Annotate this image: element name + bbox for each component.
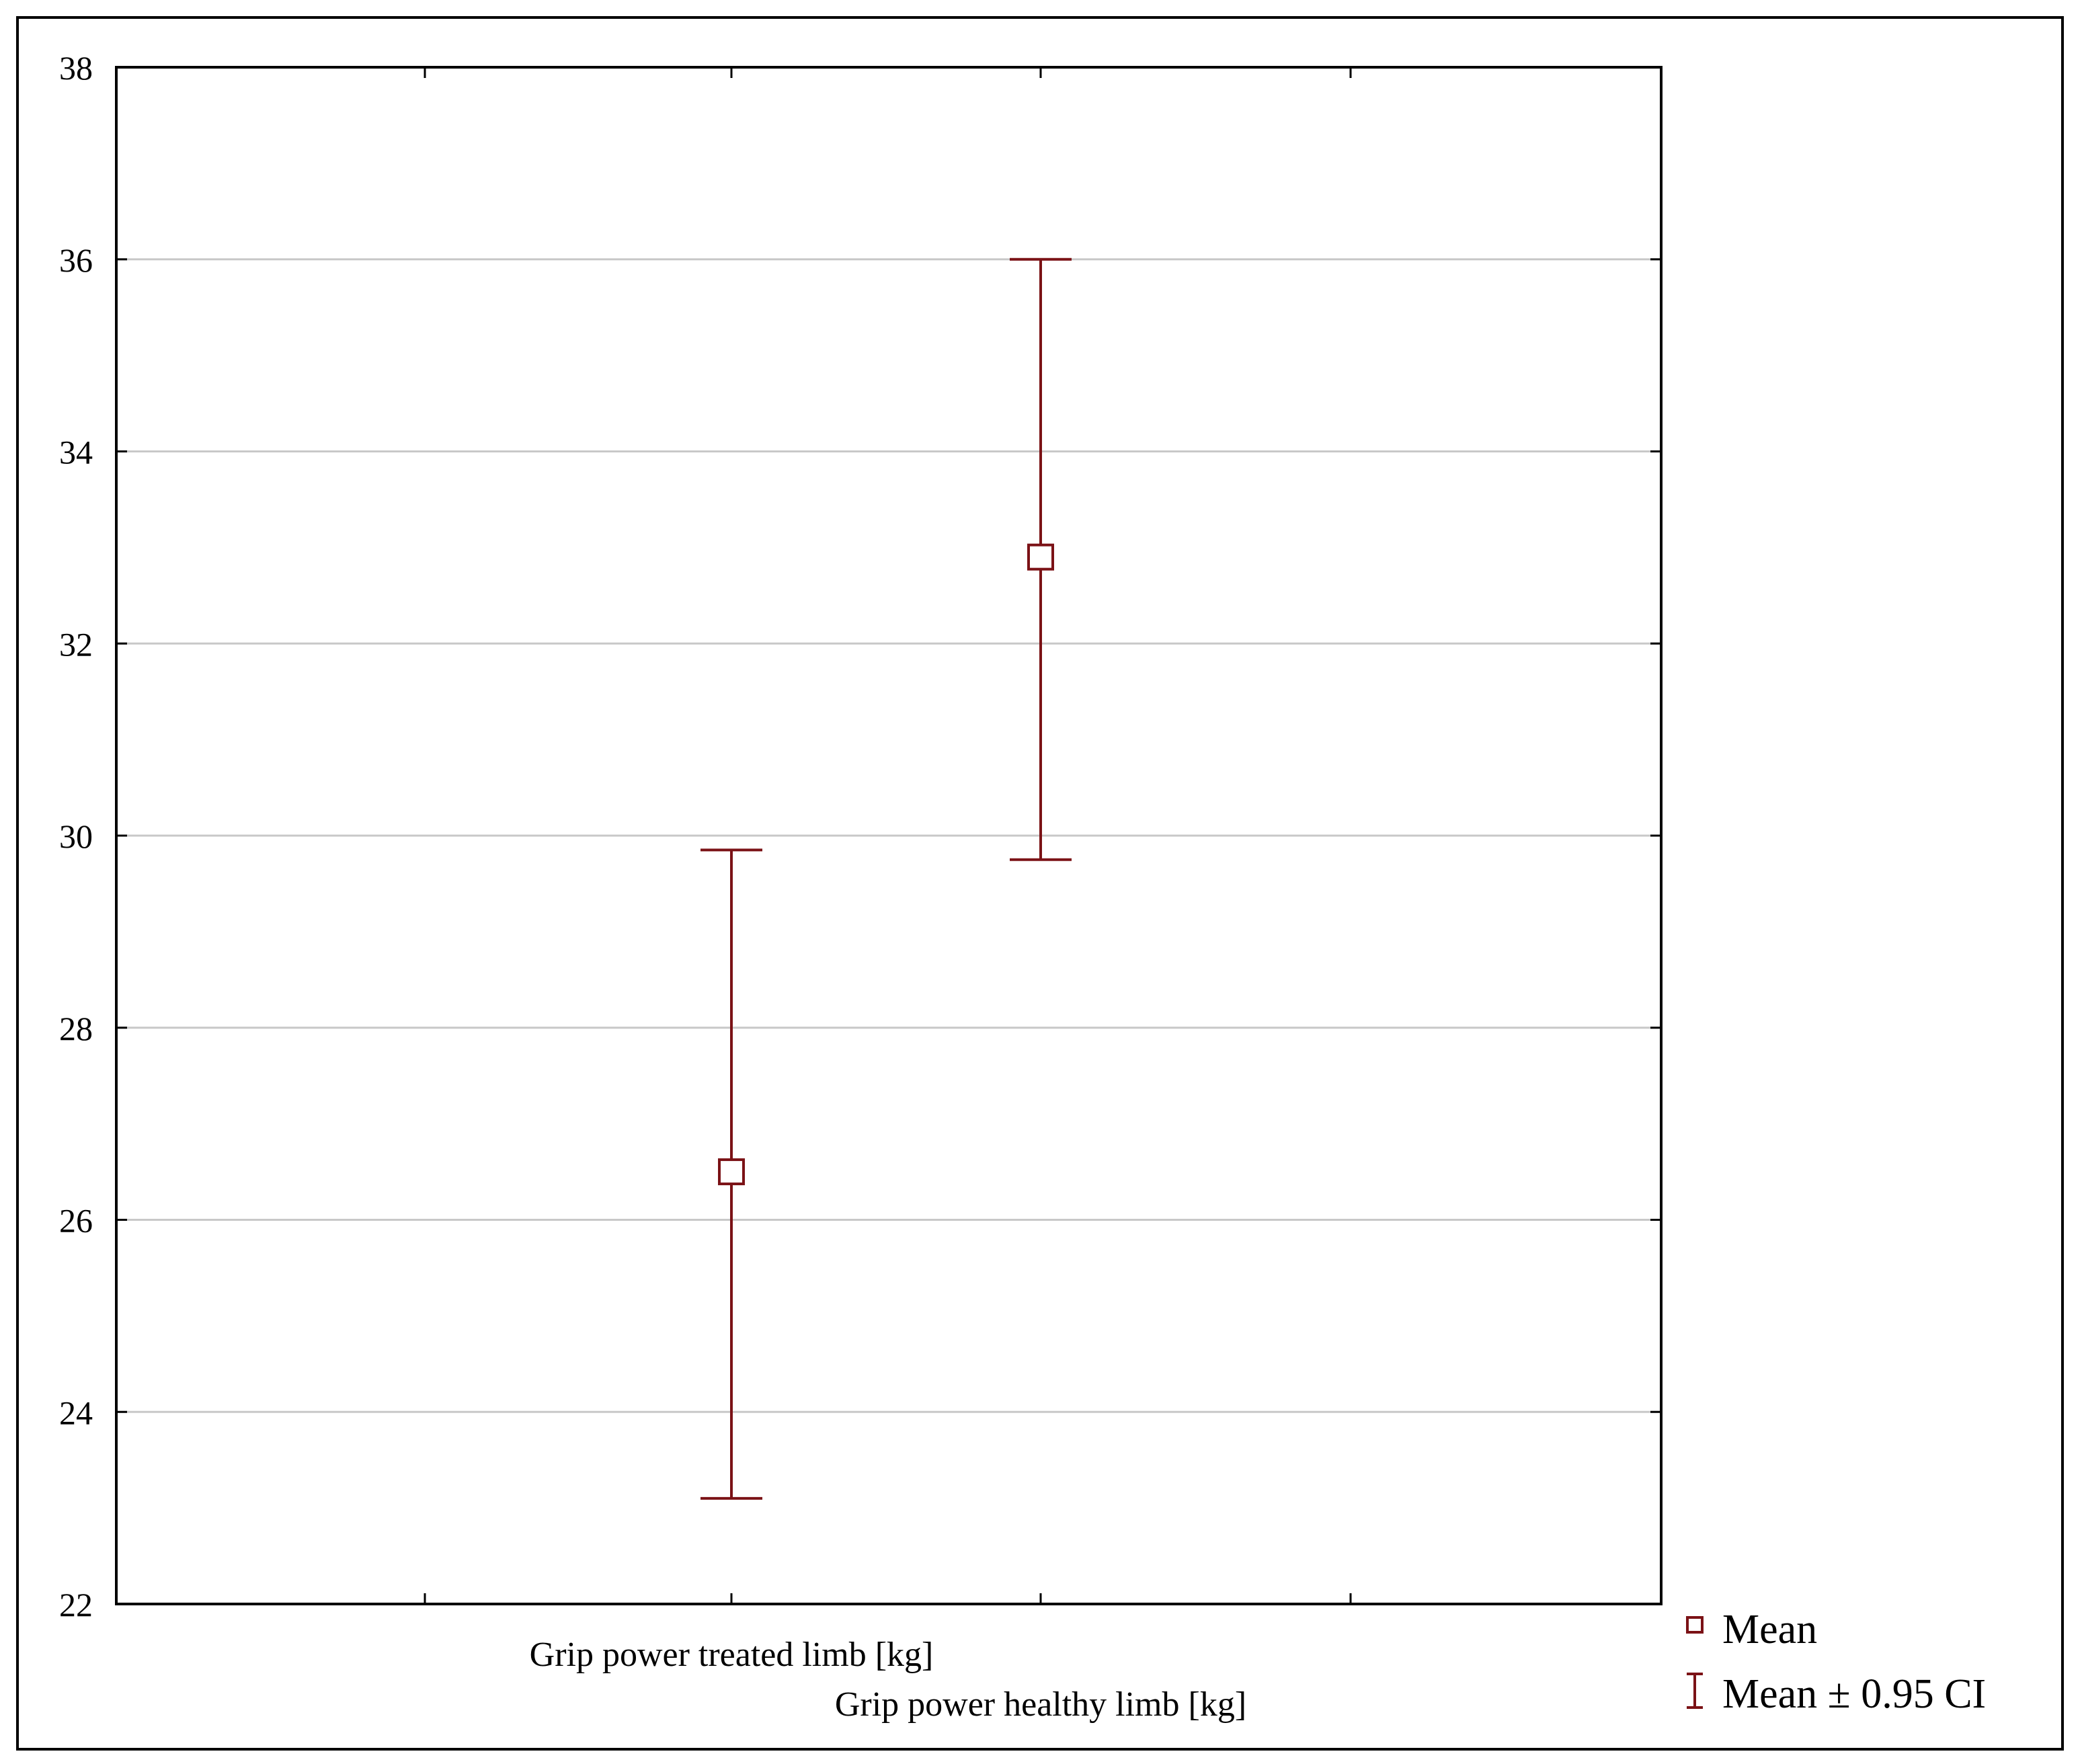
x-category-label: Grip power treated limb [kg] bbox=[530, 1636, 934, 1674]
legend-label-mean: Mean bbox=[1722, 1607, 1817, 1652]
y-tick-label: 30 bbox=[59, 817, 93, 855]
gridlines bbox=[116, 258, 1661, 1413]
legend-label-ci: Mean ± 0.95 CI bbox=[1722, 1671, 1986, 1717]
y-tick-label: 34 bbox=[59, 434, 93, 471]
y-tick-label: 38 bbox=[59, 49, 93, 87]
y-tick-label: 26 bbox=[59, 1202, 93, 1240]
x-category-label: Grip power healthy limb [kg] bbox=[835, 1685, 1246, 1724]
legend: Mean Mean ± 0.95 CI bbox=[1686, 1607, 1986, 1717]
y-tick-label: 32 bbox=[59, 625, 93, 663]
y-axis-tick-labels: 22 24 26 28 30 32 34 36 38 bbox=[59, 49, 93, 1623]
mean-marker bbox=[1027, 543, 1054, 571]
axis-ticks bbox=[116, 66, 1661, 1605]
x-axis-category-labels: Grip power treated limb [kg] Grip power h… bbox=[530, 1636, 1247, 1724]
series-marks bbox=[700, 257, 1072, 1500]
y-tick-label: 22 bbox=[59, 1586, 93, 1623]
legend-mean-marker bbox=[1686, 1616, 1704, 1634]
mean-marker bbox=[718, 1158, 745, 1186]
y-tick-label: 24 bbox=[59, 1394, 93, 1431]
y-tick-label: 36 bbox=[59, 241, 93, 279]
y-tick-label: 28 bbox=[59, 1010, 93, 1047]
